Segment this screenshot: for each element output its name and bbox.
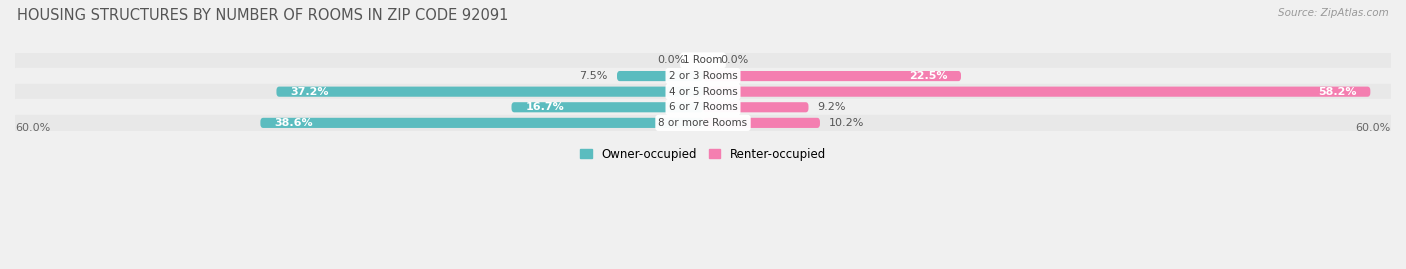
Bar (15, 84, 1391, 100)
Text: 8 or more Rooms: 8 or more Rooms (658, 118, 748, 128)
FancyBboxPatch shape (260, 118, 703, 128)
Text: 1 Room: 1 Room (683, 55, 723, 65)
Bar (15, 53, 1391, 68)
FancyBboxPatch shape (703, 102, 808, 112)
FancyBboxPatch shape (617, 71, 703, 81)
Legend: Owner-occupied, Renter-occupied: Owner-occupied, Renter-occupied (575, 143, 831, 165)
Text: 38.6%: 38.6% (274, 118, 312, 128)
Text: 4 or 5 Rooms: 4 or 5 Rooms (669, 87, 737, 97)
Bar (15, 115, 1391, 131)
FancyBboxPatch shape (277, 87, 703, 97)
FancyBboxPatch shape (703, 118, 820, 128)
Text: HOUSING STRUCTURES BY NUMBER OF ROOMS IN ZIP CODE 92091: HOUSING STRUCTURES BY NUMBER OF ROOMS IN… (17, 8, 508, 23)
Text: 9.2%: 9.2% (818, 102, 846, 112)
FancyBboxPatch shape (512, 102, 703, 112)
Text: 7.5%: 7.5% (579, 71, 607, 81)
Text: 0.0%: 0.0% (658, 55, 686, 65)
Text: 16.7%: 16.7% (526, 102, 564, 112)
Text: 60.0%: 60.0% (15, 123, 51, 133)
Bar (15, 68, 1391, 84)
Text: 60.0%: 60.0% (1355, 123, 1391, 133)
FancyBboxPatch shape (703, 87, 1371, 97)
Text: 10.2%: 10.2% (830, 118, 865, 128)
Text: 0.0%: 0.0% (720, 55, 748, 65)
FancyBboxPatch shape (703, 71, 960, 81)
Text: 6 or 7 Rooms: 6 or 7 Rooms (669, 102, 737, 112)
Text: Source: ZipAtlas.com: Source: ZipAtlas.com (1278, 8, 1389, 18)
Bar (15, 100, 1391, 115)
Text: 58.2%: 58.2% (1317, 87, 1357, 97)
Text: 37.2%: 37.2% (290, 87, 329, 97)
Text: 2 or 3 Rooms: 2 or 3 Rooms (669, 71, 737, 81)
Text: 22.5%: 22.5% (908, 71, 948, 81)
